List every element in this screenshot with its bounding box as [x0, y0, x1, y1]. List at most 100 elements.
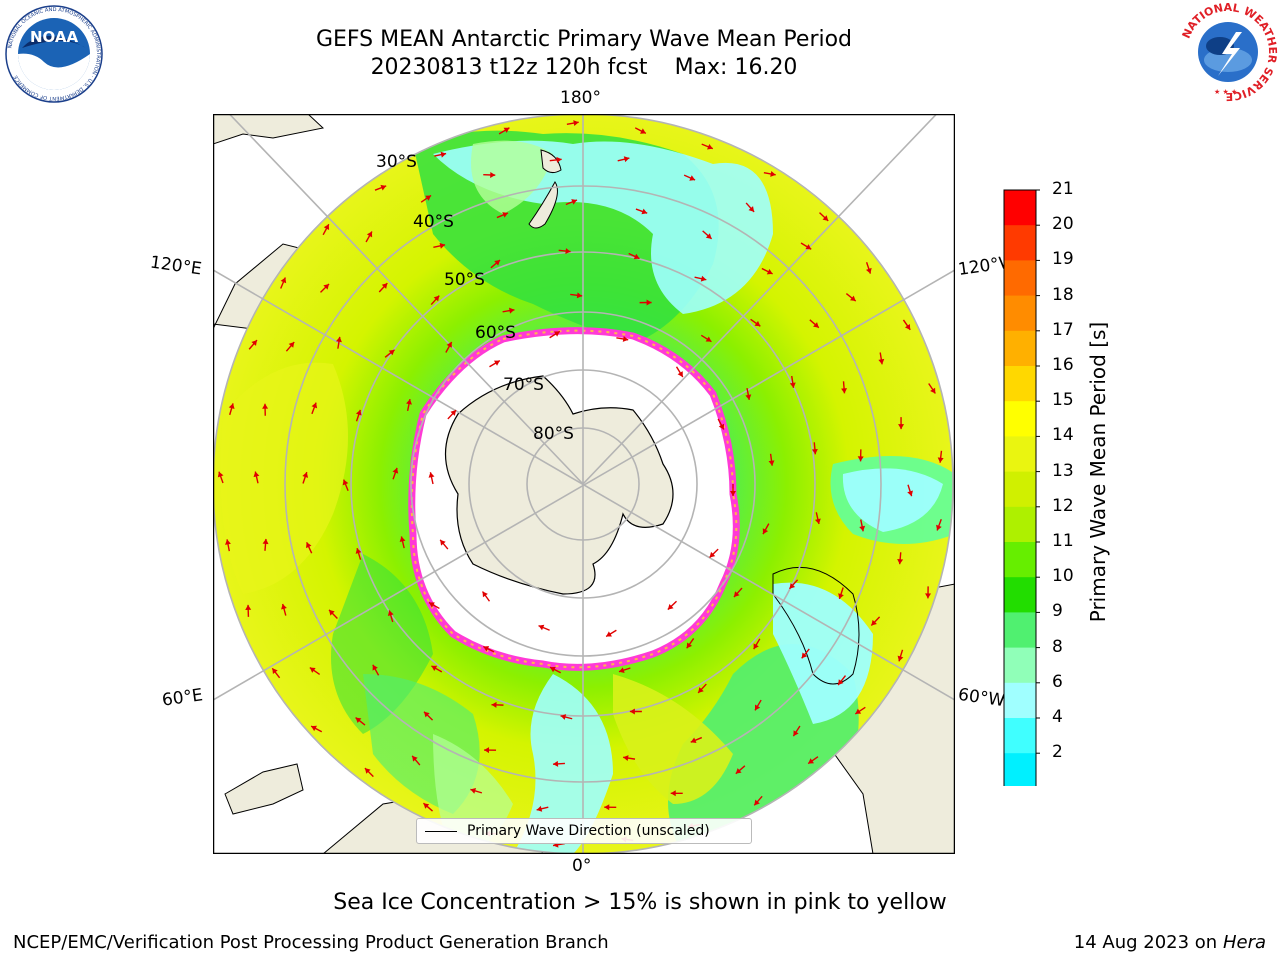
- noaa-logo-icon: NOAA NATIONAL OCEANIC AND ATMOSPHERIC AD…: [5, 5, 103, 103]
- direction-arrow-head: [482, 591, 488, 598]
- direction-arrow-head: [380, 184, 387, 191]
- lon-label-60w: 60°W: [956, 684, 1007, 712]
- direction-arrow-head: [754, 799, 760, 806]
- direction-arrow-head: [878, 358, 885, 365]
- colorbar-tick-label: 8: [1052, 636, 1063, 657]
- colorbar-tick-label: 11: [1052, 531, 1074, 551]
- direction-arrow-head: [364, 768, 371, 774]
- direction-arrow-head: [423, 711, 430, 718]
- direction-arrow-head: [789, 382, 796, 388]
- direction-arrow-head: [871, 619, 877, 626]
- direction-arrow-head: [801, 652, 808, 659]
- direction-arrow-head: [622, 336, 629, 342]
- direction-arrow-head: [793, 730, 799, 737]
- direction-arrow-head: [446, 341, 452, 348]
- chart-subtitle: 20230813 t12z 120h fcst Max: 16.20: [0, 54, 1168, 82]
- colorbar-tick-label: 9: [1052, 601, 1063, 622]
- direction-arrow-head: [253, 471, 260, 478]
- colorbar-segment: [1004, 366, 1036, 402]
- antarctica-landmass: [444, 375, 674, 595]
- direction-arrow-head: [225, 539, 231, 545]
- direction-arrow-head: [311, 725, 317, 732]
- direction-arrow-head: [366, 231, 373, 238]
- direction-arrow-head: [439, 242, 446, 249]
- direction-arrow-head: [718, 423, 725, 430]
- direction-arrow-head: [484, 747, 490, 754]
- colorbar-segment: [1004, 260, 1036, 297]
- lat-label-50s: 50°S: [444, 270, 485, 290]
- direction-arrow-head: [730, 491, 736, 496]
- direction-arrow-head: [423, 803, 430, 809]
- direction-arrow-head: [855, 708, 862, 714]
- colorbar-tick-label: 6: [1052, 671, 1063, 692]
- direction-arrow-head: [762, 528, 769, 535]
- direction-arrow-head: [754, 320, 761, 327]
- lat-label-70s: 70°S: [503, 375, 544, 395]
- direction-arrow-head: [841, 388, 848, 394]
- direction-arrow-head: [388, 349, 395, 356]
- direction-arrow-head: [538, 624, 545, 631]
- direction-arrow-head: [306, 542, 312, 549]
- colorbar-tick-label: 4: [1052, 707, 1063, 727]
- max-value: Max: 16.20: [674, 55, 798, 80]
- direction-arrow-head: [623, 755, 629, 762]
- direction-arrow-head: [629, 708, 635, 715]
- direction-arrow-head: [392, 467, 399, 474]
- direction-arrow-head: [490, 171, 496, 178]
- map-frame-border: [213, 114, 955, 854]
- direction-arrow-head: [323, 283, 330, 290]
- direction-arrow-head: [309, 667, 316, 673]
- map-legend: Primary Wave Direction (unscaled): [416, 818, 752, 844]
- direction-arrow-head: [508, 307, 515, 314]
- direction-arrow-head: [311, 402, 318, 409]
- direction-arrow-head: [623, 156, 630, 163]
- direction-arrow-head: [483, 646, 490, 652]
- colorbar-tick-label: 16: [1052, 355, 1074, 375]
- direction-arrow-head: [251, 340, 257, 346]
- direction-arrow-head: [355, 409, 362, 416]
- direction-arrow-head: [493, 360, 500, 366]
- lon-label-120e: 120°E: [148, 252, 203, 280]
- colorbar-segment: [1004, 330, 1036, 367]
- direction-arrow-head: [228, 403, 235, 410]
- direction-arrow-head: [329, 609, 335, 616]
- direction-arrow-head: [768, 460, 775, 466]
- direction-arrow-head: [280, 277, 287, 284]
- graticule: [213, 114, 955, 854]
- direction-arrow-head: [707, 143, 713, 150]
- new-zealand: [528, 149, 562, 229]
- direction-arrow-head: [560, 714, 567, 720]
- direction-arrow-head: [897, 558, 904, 565]
- direction-arrow-head: [406, 399, 412, 405]
- direction-arrow-head: [745, 394, 752, 400]
- direction-arrow-head: [503, 127, 510, 133]
- direction-arrow-head: [433, 295, 440, 302]
- lon-label-0: 0°: [572, 856, 592, 876]
- lon-label-180: 180°: [560, 88, 601, 108]
- direction-arrow-head: [387, 610, 394, 617]
- direction-arrow-head: [381, 283, 388, 289]
- colorbar-tick-label: 15: [1052, 390, 1074, 411]
- direction-arrow-head: [766, 268, 773, 275]
- direction-arrow-head: [705, 233, 712, 239]
- colorbar-tick-label: 2: [1052, 742, 1063, 763]
- title-block: GEFS MEAN Antarctic Primary Wave Mean Pe…: [0, 26, 1168, 82]
- colorbar-tick-label: 14: [1052, 425, 1074, 446]
- direction-arrow-head: [556, 156, 562, 163]
- direction-arrow-head: [859, 525, 866, 532]
- direction-arrow-head: [925, 593, 932, 599]
- direction-arrow-head: [857, 456, 864, 462]
- direction-arrow-head: [245, 604, 252, 610]
- direction-arrow-head: [491, 701, 497, 708]
- svg-text:★ ★ ★: ★ ★ ★: [1214, 88, 1237, 96]
- colorbar-segment: [1004, 190, 1036, 226]
- colorbar-tick-label: 12: [1052, 495, 1074, 516]
- colorbar-tick-label: 19: [1052, 249, 1074, 270]
- direction-arrow-head: [667, 603, 674, 610]
- direction-arrow-head: [549, 666, 556, 673]
- direction-arrow-head: [288, 342, 295, 348]
- direction-arrow-head: [907, 490, 913, 497]
- colorbar-segment: [1004, 542, 1036, 578]
- direction-arrow-head: [450, 410, 457, 416]
- wave-direction-arrows: [217, 120, 944, 848]
